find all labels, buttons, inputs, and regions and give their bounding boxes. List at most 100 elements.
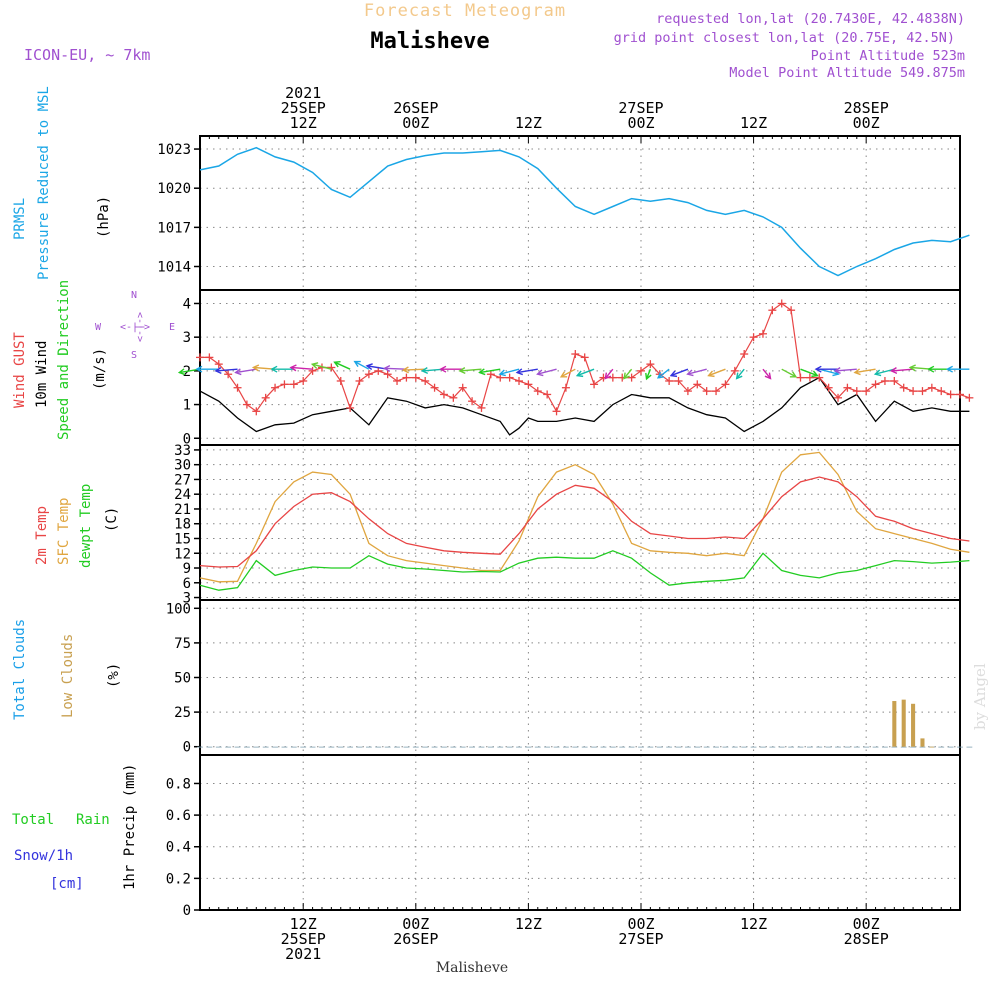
wind-direction-arrow bbox=[235, 368, 257, 374]
gust-marker bbox=[383, 370, 392, 379]
wind-direction-arrowhead bbox=[383, 365, 391, 373]
total-label: Total bbox=[12, 812, 54, 828]
total-cloud-bar bbox=[262, 746, 269, 748]
gust-marker bbox=[393, 376, 402, 385]
bottom-time-label: 2021 bbox=[285, 945, 321, 963]
total-cloud-bar bbox=[863, 746, 870, 748]
total-cloud-bar bbox=[544, 746, 551, 748]
wind-direction-arrow bbox=[560, 368, 576, 378]
gust-label: Wind GUST bbox=[12, 332, 28, 408]
credit: by Angel bbox=[971, 663, 989, 730]
top-time-label: 00Z bbox=[402, 114, 429, 132]
total-cloud-bar bbox=[272, 746, 278, 748]
gust-marker bbox=[852, 387, 861, 396]
wind-direction-arrowhead bbox=[251, 364, 260, 372]
clouds-unit: (%) bbox=[106, 663, 122, 688]
bottom-time-label: 26SEP bbox=[393, 930, 438, 948]
total-cloud-bar bbox=[825, 746, 832, 748]
temp-ytick-label: 21 bbox=[174, 502, 191, 518]
gust-marker bbox=[355, 376, 364, 385]
total-cloud-bar bbox=[713, 746, 719, 748]
gust-marker bbox=[411, 373, 420, 382]
gust-marker bbox=[308, 366, 317, 375]
clouds-ytick-label: 0 bbox=[183, 740, 191, 756]
top-time-label: 2021 bbox=[285, 84, 321, 102]
top-time-label: 26SEP bbox=[393, 99, 438, 117]
gust-marker bbox=[899, 383, 908, 392]
wind-direction-arrow bbox=[835, 368, 857, 372]
wind-ytick-label: 1 bbox=[183, 398, 191, 414]
gust-marker bbox=[834, 393, 843, 402]
wind-direction-arrowhead bbox=[833, 367, 841, 374]
total-cloud-bar bbox=[384, 746, 391, 748]
wind-direction-arrowhead bbox=[234, 368, 242, 376]
precip-ytick-label: 0 bbox=[183, 903, 191, 919]
gust-marker bbox=[608, 373, 617, 382]
gust-marker bbox=[364, 370, 373, 379]
low-cloud-bar bbox=[892, 701, 897, 747]
wind-direction-arrow bbox=[312, 363, 332, 370]
precip-ytick-label: 0.8 bbox=[166, 776, 191, 792]
gust-marker bbox=[665, 376, 674, 385]
wind-label: 10m Wind bbox=[34, 341, 50, 408]
wind-direction-arrow bbox=[354, 360, 370, 370]
precip-panel-frame bbox=[199, 754, 961, 911]
gust-marker bbox=[233, 383, 242, 392]
wind-direction-arrowhead bbox=[927, 365, 935, 373]
grid-point-coords: grid point closest lon,lat (20.75E, 42.5… bbox=[614, 30, 955, 46]
wind-direction-arrowhead bbox=[669, 370, 678, 378]
temp-ytick-label: 18 bbox=[174, 517, 191, 533]
total-cloud-bar bbox=[694, 746, 701, 748]
total-cloud-bar bbox=[290, 746, 297, 748]
total-cloud-bar bbox=[234, 746, 241, 748]
bottom-time-label: 25SEP bbox=[281, 930, 326, 948]
location-title: Malisheve bbox=[370, 29, 489, 54]
gust-marker bbox=[824, 383, 833, 392]
dewpt-line bbox=[199, 550, 970, 591]
wind-direction-arrowhead bbox=[177, 368, 186, 376]
total-cloud-bar bbox=[206, 746, 213, 748]
wind-direction-arrowhead bbox=[764, 372, 772, 380]
temp-panel-labels: 2m Temp SFC Temp dewpt Temp (C) bbox=[34, 484, 120, 568]
temp-ytick-label: 24 bbox=[174, 487, 191, 503]
gust-marker bbox=[627, 373, 636, 382]
total-cloud-bar bbox=[225, 746, 232, 748]
low-cloud-bar bbox=[920, 738, 925, 747]
total-cloud-bar bbox=[853, 746, 860, 748]
wind-direction-arrow bbox=[516, 368, 538, 374]
gust-marker bbox=[289, 380, 298, 389]
bottom-time-label: 12Z bbox=[740, 915, 767, 933]
sfc-temp-line bbox=[199, 451, 970, 583]
total-cloud-bar bbox=[244, 746, 250, 748]
wind-speed-line bbox=[199, 376, 970, 436]
compass-s: S bbox=[131, 350, 137, 361]
wind-direction-arrow bbox=[537, 368, 557, 375]
total-cloud-bar bbox=[778, 746, 785, 748]
wind-direction-arrow bbox=[479, 368, 501, 374]
gust-marker bbox=[430, 383, 439, 392]
gust-marker bbox=[862, 387, 871, 396]
wind-direction-arrow bbox=[687, 368, 707, 375]
bottom-time-label: 28SEP bbox=[844, 930, 889, 948]
total-cloud-bar bbox=[760, 746, 766, 748]
gust-marker bbox=[242, 400, 251, 409]
total-cloud-bar bbox=[525, 746, 532, 748]
gust-marker bbox=[740, 350, 749, 359]
total-cloud-bar bbox=[215, 746, 222, 748]
wind-direction-arrowhead bbox=[289, 364, 297, 372]
wind-direction-arrow bbox=[645, 368, 652, 380]
gust-marker bbox=[730, 366, 739, 375]
gust-marker bbox=[796, 373, 805, 382]
pressure-ytick-label: 1020 bbox=[157, 181, 191, 197]
clouds-ytick-label: 75 bbox=[174, 636, 191, 652]
total-cloud-bar bbox=[769, 746, 776, 748]
gust-marker bbox=[965, 393, 974, 402]
gust-marker bbox=[580, 353, 589, 362]
wind-direction-arrow bbox=[657, 368, 670, 379]
wind-direction-arrowhead bbox=[498, 369, 506, 377]
gust-marker bbox=[458, 383, 467, 392]
total-cloud-bar bbox=[882, 746, 888, 748]
gust-marker bbox=[280, 380, 289, 389]
gust-marker bbox=[524, 380, 533, 389]
gust-marker bbox=[946, 390, 955, 399]
